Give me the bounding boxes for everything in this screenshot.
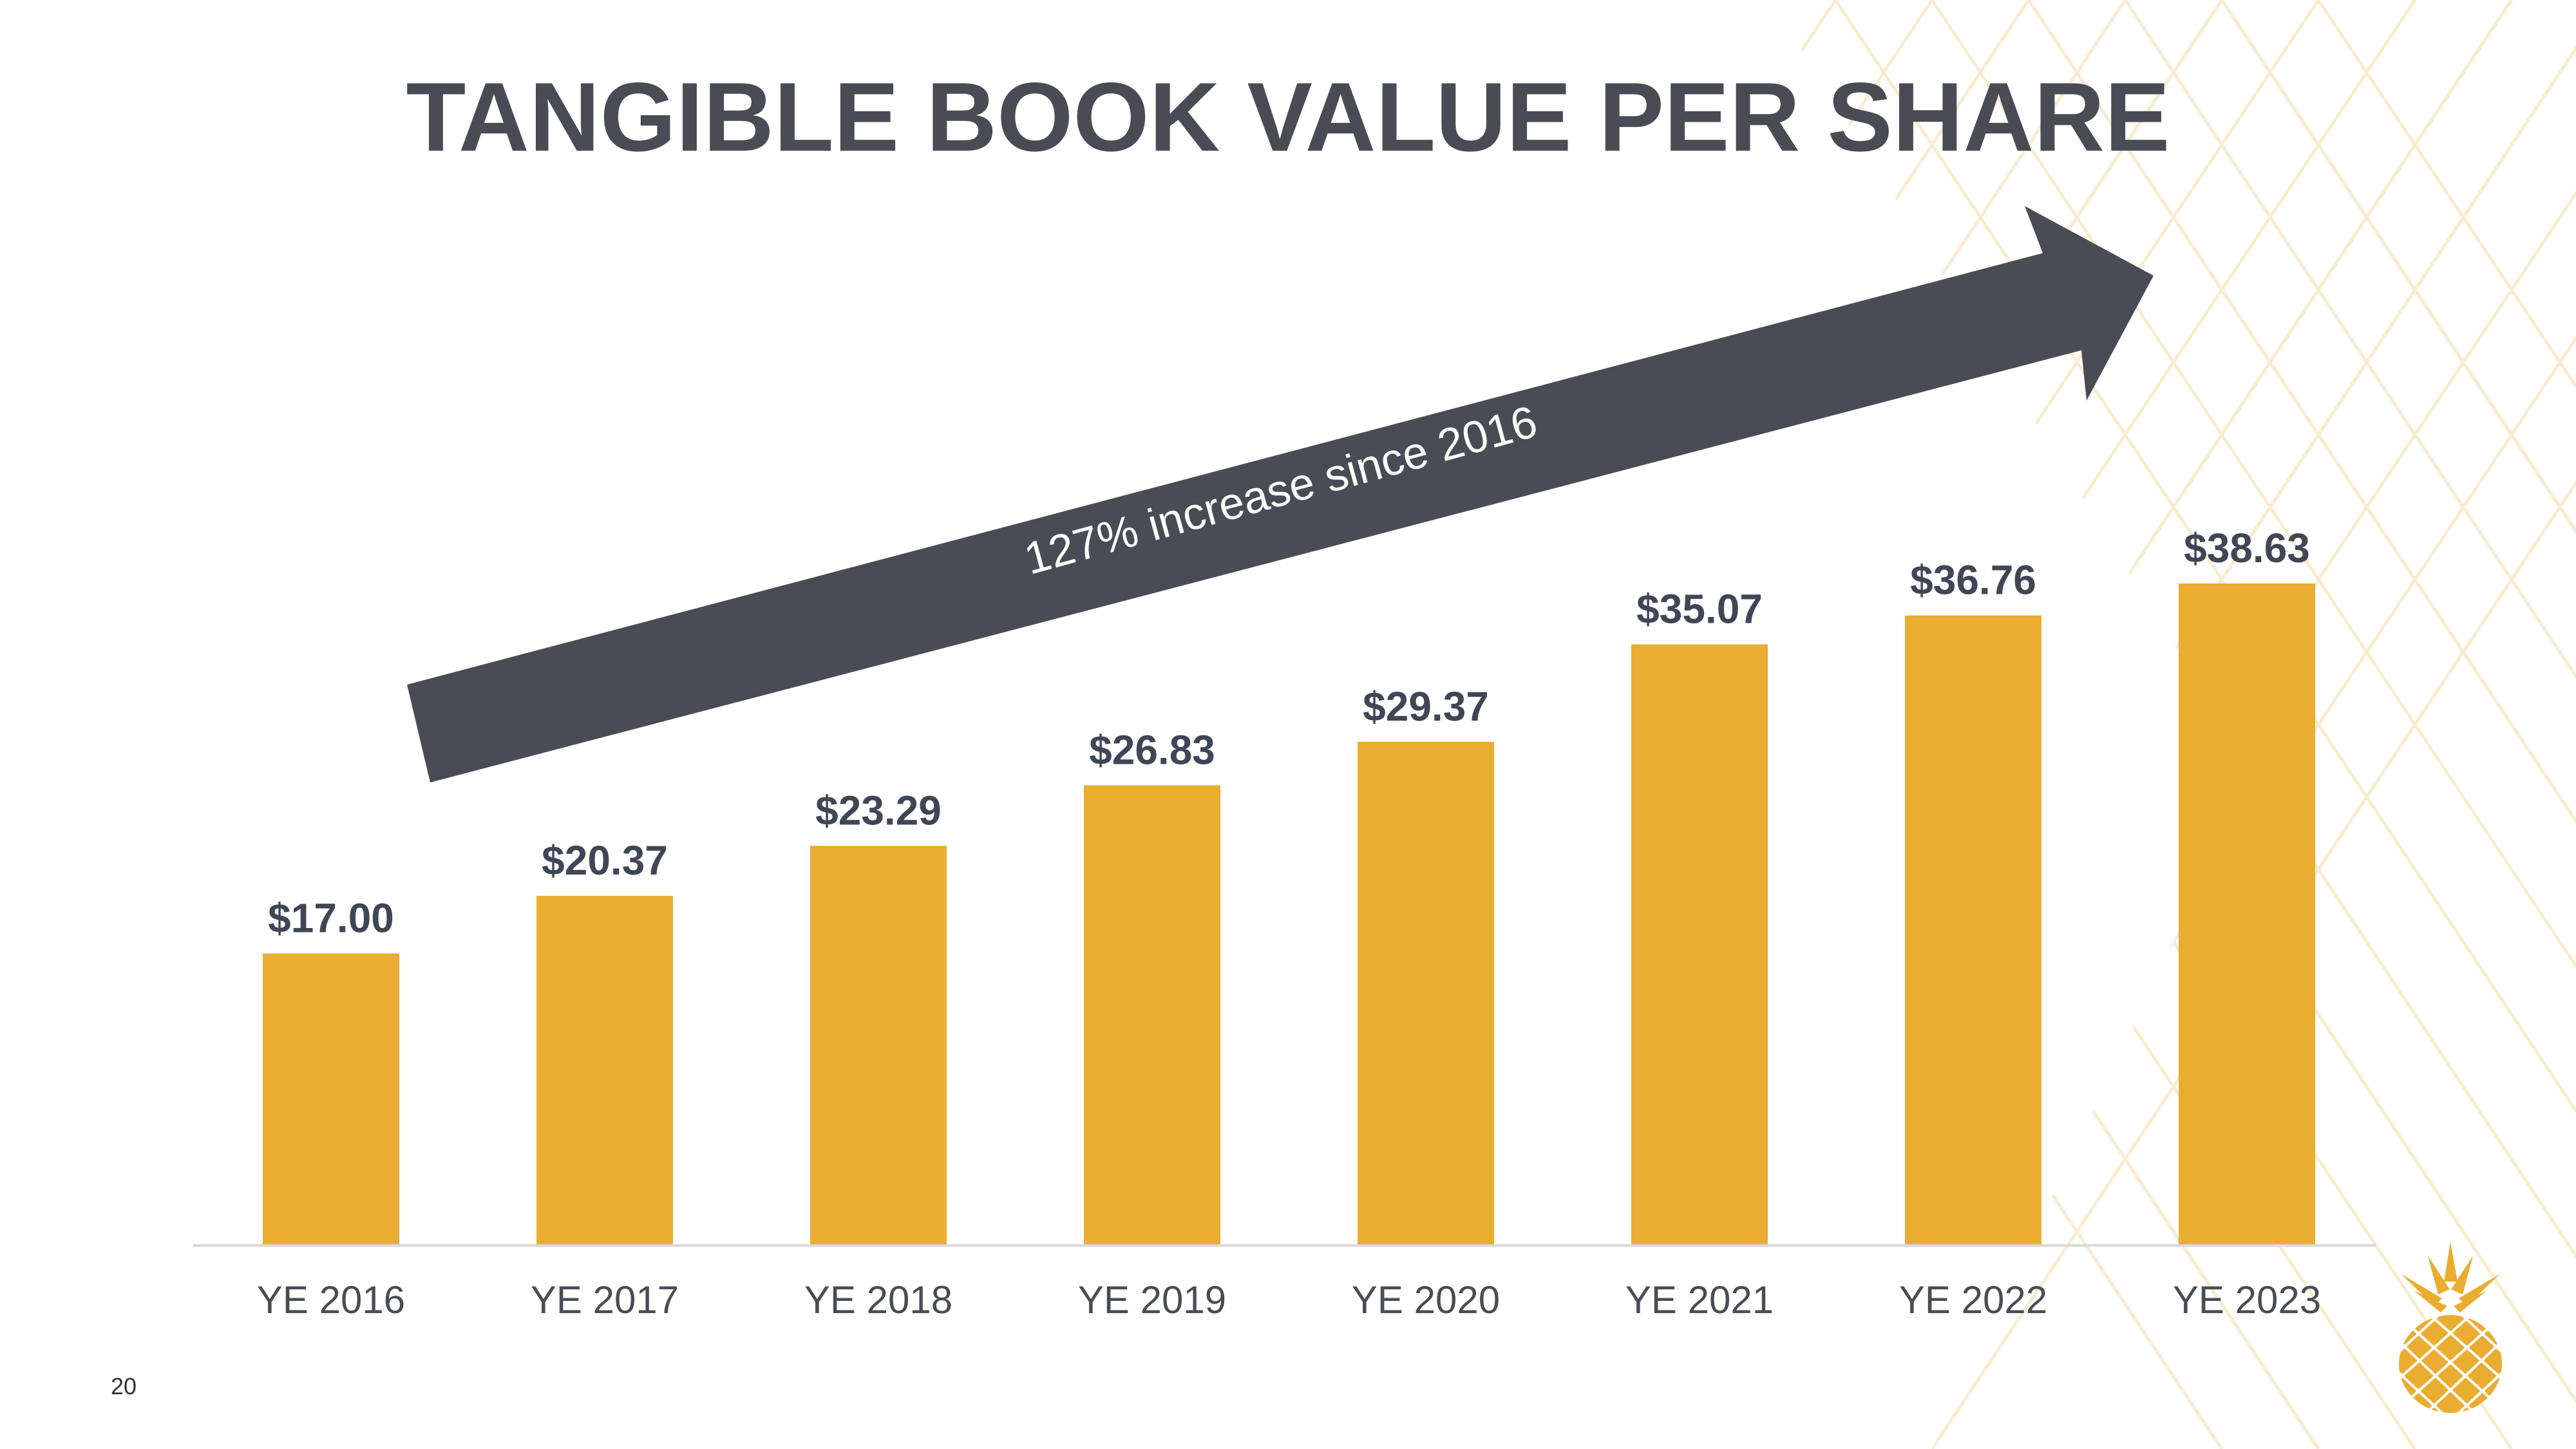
page-title: TANGIBLE BOOK VALUE PER SHARE [406, 62, 2170, 172]
page-number: 20 [111, 1373, 137, 1399]
bar-ye-2016 [263, 953, 399, 1244]
value-label: $20.37 [542, 837, 668, 884]
bar-ye-2020 [1358, 741, 1494, 1244]
x-tick-label: YE 2020 [1352, 1278, 1500, 1321]
x-tick-label: YE 2022 [1899, 1278, 2047, 1321]
growth-arrow-shape [407, 206, 2154, 782]
x-tick-label: YE 2023 [2173, 1278, 2321, 1321]
value-label: $36.76 [1910, 557, 2036, 603]
value-label: $26.83 [1089, 726, 1215, 773]
x-tick-label: YE 2016 [257, 1278, 405, 1321]
bar-ye-2023 [2179, 583, 2315, 1244]
x-tick-label: YE 2019 [1078, 1278, 1226, 1321]
bar-ye-2022 [1905, 615, 2041, 1244]
value-label: $17.00 [268, 895, 394, 941]
value-label: $38.63 [2184, 525, 2310, 571]
pineapple-icon [2399, 1242, 2502, 1413]
value-label: $23.29 [815, 787, 942, 833]
bar-ye-2021 [1631, 644, 1768, 1244]
x-tick-label: YE 2021 [1625, 1278, 1774, 1321]
bar-ye-2017 [536, 895, 673, 1244]
bar-ye-2019 [1084, 785, 1220, 1244]
x-tick-label: YE 2017 [531, 1278, 679, 1321]
x-tick-label: YE 2018 [804, 1278, 952, 1321]
value-label: $35.07 [1636, 586, 1763, 632]
bar-ye-2018 [810, 846, 947, 1244]
value-label: $29.37 [1363, 683, 1489, 730]
growth-arrow: 127% increase since 2016 [407, 206, 2154, 782]
